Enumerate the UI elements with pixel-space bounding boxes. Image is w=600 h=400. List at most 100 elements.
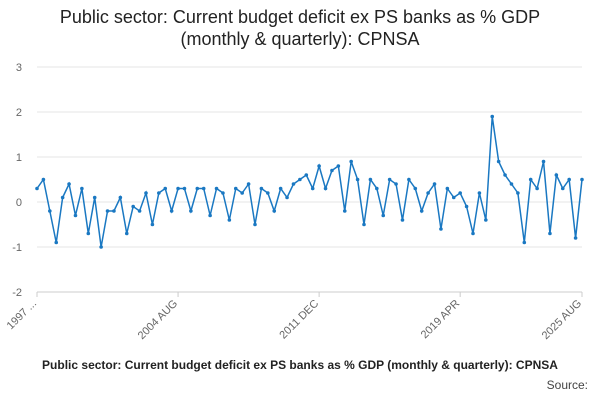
point [266, 191, 270, 195]
point [548, 231, 552, 236]
point [41, 177, 46, 182]
point [387, 177, 392, 182]
point [105, 209, 110, 213]
point [310, 186, 315, 191]
point [86, 231, 91, 236]
point [195, 186, 200, 191]
point [208, 213, 212, 218]
point [394, 182, 398, 186]
point [509, 182, 514, 186]
point [516, 191, 520, 195]
point [118, 195, 123, 200]
x-tick-label: 1997 ... [5, 298, 39, 332]
point [464, 204, 469, 209]
point [131, 204, 135, 209]
point [490, 114, 495, 119]
point [413, 186, 418, 191]
point [112, 209, 116, 213]
point [419, 209, 424, 213]
footer-text: Public sector: Current budget deficit ex… [42, 358, 558, 372]
y-tick-label: 2 [16, 107, 22, 119]
point [496, 159, 501, 164]
y-tick-label: 0 [16, 197, 22, 209]
point [355, 177, 360, 182]
point [272, 209, 277, 213]
point [48, 209, 52, 213]
point [407, 177, 411, 182]
point [426, 191, 430, 195]
point [182, 186, 187, 191]
point [163, 186, 168, 191]
y-tick-label: 3 [16, 62, 22, 74]
point [451, 195, 456, 200]
point [554, 173, 559, 177]
point [169, 209, 174, 213]
point [54, 240, 59, 245]
point [150, 222, 155, 227]
point [35, 186, 39, 191]
point [580, 177, 584, 182]
point [484, 218, 488, 222]
point [233, 186, 238, 191]
point [80, 186, 84, 191]
point [528, 177, 533, 182]
point [400, 218, 405, 222]
point [503, 173, 507, 177]
point [253, 222, 257, 227]
point [477, 191, 482, 195]
point [458, 191, 462, 195]
y-tick-label: -1 [12, 242, 22, 254]
x-tick-label: 2011 DEC [277, 298, 321, 342]
source: Source: [546, 378, 588, 392]
point [535, 186, 539, 191]
x-tick-label: 2019 APR [419, 298, 463, 342]
point [342, 209, 347, 213]
y-tick-label: 1 [16, 152, 22, 164]
point [368, 177, 373, 182]
footer: Public sector: Current budget deficit ex… [0, 358, 600, 378]
point [304, 173, 309, 177]
point [240, 191, 244, 195]
point [362, 222, 366, 227]
point [227, 218, 232, 222]
point [336, 164, 341, 168]
point [291, 182, 296, 186]
point [92, 195, 97, 200]
point [176, 186, 180, 191]
point [157, 191, 161, 195]
point [73, 213, 78, 218]
point [298, 177, 302, 182]
point [323, 186, 328, 191]
x-tick-label: 2025 AUG [540, 298, 584, 342]
point [439, 227, 443, 231]
point [432, 182, 437, 186]
point [246, 182, 251, 186]
point [67, 182, 71, 186]
point [201, 186, 206, 191]
point [445, 186, 450, 191]
x-tick-label: 2004 AUG [136, 298, 180, 342]
point [214, 186, 219, 191]
point [567, 177, 571, 182]
point [381, 213, 386, 218]
point [560, 186, 565, 191]
point [144, 191, 148, 195]
y-tick-label: -2 [12, 287, 22, 299]
chart-title: Public sector: Current budget deficit ex… [59, 7, 541, 49]
point [60, 195, 65, 200]
point [375, 186, 379, 191]
series-line [36, 116, 583, 248]
point [573, 236, 578, 240]
point [522, 240, 527, 245]
point [221, 191, 225, 195]
point [330, 168, 334, 173]
point [317, 164, 321, 168]
point [189, 209, 193, 213]
point [541, 159, 546, 164]
point [278, 186, 283, 191]
point [99, 245, 103, 249]
point [124, 231, 129, 236]
point [259, 186, 264, 191]
